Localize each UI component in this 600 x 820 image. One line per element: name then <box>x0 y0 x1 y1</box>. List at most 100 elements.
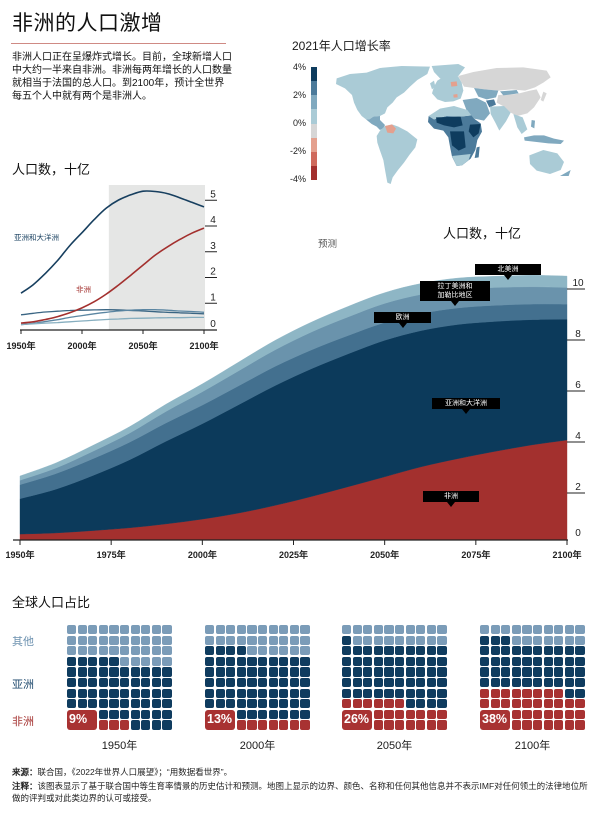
y-tick-label: 10 <box>572 278 584 289</box>
footer: 来源：联合国，《2022年世界人口展望》；“用数据看世界”。 注释：该图表显示了… <box>12 766 588 804</box>
waffle-cell-asia <box>300 688 310 698</box>
map-region-central-america <box>366 116 385 130</box>
waffle-cell-asia <box>342 656 352 666</box>
waffle-cell-asia <box>352 688 362 698</box>
africa-share-label: 9% <box>67 709 98 730</box>
legend-bin <box>311 151 317 166</box>
waffle-cell-asia <box>554 656 564 666</box>
waffle-cell-asia <box>300 699 310 709</box>
waffle-cell-asia <box>130 667 140 677</box>
waffle-cell-other <box>151 646 161 656</box>
waffle-cell-asia <box>564 656 574 666</box>
waffle-cell-asia <box>98 709 108 719</box>
waffle-cell-asia <box>437 656 447 666</box>
waffle-cell-africa <box>109 720 119 730</box>
waffle-cell-asia <box>109 667 119 677</box>
page-title: 非洲的人口激增 <box>12 12 163 35</box>
waffle-cell-asia <box>120 688 130 698</box>
waffle-cell-other <box>437 625 447 635</box>
waffle-cell-asia <box>226 656 236 666</box>
waffle-cell-asia <box>490 678 500 688</box>
waffle-cell-other <box>151 656 161 666</box>
waffle-cell-africa <box>236 720 246 730</box>
y-tick-label: 8 <box>575 329 581 340</box>
waffle-cell-asia <box>226 678 236 688</box>
map-region-north-africa <box>428 106 472 120</box>
waffle-cell-asia <box>141 709 151 719</box>
waffle-cell-asia <box>205 646 215 656</box>
waffle-cell-asia <box>480 678 490 688</box>
map-region-maritime-southeast-asia <box>524 135 564 144</box>
waffle-cell-asia <box>247 709 257 719</box>
waffle-cell-other <box>554 625 564 635</box>
waffle-cell-asia <box>247 699 257 709</box>
waffle-cell-asia <box>279 678 289 688</box>
waffle-cell-asia <box>543 667 553 677</box>
waffle-cell-asia <box>373 667 383 677</box>
waffle-cell-asia <box>575 678 585 688</box>
waffle-cell-other <box>554 635 564 645</box>
waffle-cell-asia <box>533 678 543 688</box>
waffle-cell-other <box>67 625 77 635</box>
waffle-cell-other <box>480 625 490 635</box>
waffle-cell-asia <box>363 688 373 698</box>
line-series-拉丁美洲和加勒比地区 <box>20 308 205 326</box>
waffle-cell-asia <box>77 656 87 666</box>
waffle-cell-asia <box>268 709 278 719</box>
waffle-cell-asia <box>151 678 161 688</box>
map-region-north-america <box>336 66 430 120</box>
waffle-cell-asia <box>268 678 278 688</box>
waffle-cell-other <box>268 635 278 645</box>
waffle-cell-africa <box>522 688 532 698</box>
x-tick-label: 2075年 <box>461 549 490 560</box>
waffle-cell-other <box>130 635 140 645</box>
legend-bin <box>311 165 317 180</box>
waffle-cell-asia <box>130 699 140 709</box>
waffle-cell-africa <box>373 699 383 709</box>
waffle-cell-other <box>501 625 511 635</box>
waffle-cell-asia <box>236 656 246 666</box>
waffle-cell-africa <box>490 688 500 698</box>
waffle-cell-asia <box>533 646 543 656</box>
waffle-cell-asia <box>342 688 352 698</box>
waffle-cell-other <box>279 646 289 656</box>
waffle-cell-africa <box>437 720 447 730</box>
waffle-cell-asia <box>437 699 447 709</box>
y-tick-label: 3 <box>210 241 216 252</box>
waffle-cell-asia <box>352 667 362 677</box>
waffle-cell-asia <box>554 667 564 677</box>
waffle-cell-other <box>405 635 415 645</box>
waffle-cell-asia <box>130 709 140 719</box>
waffle-cell-asia <box>120 699 130 709</box>
waffle-cell-asia <box>67 688 77 698</box>
waffle-cell-other <box>205 635 215 645</box>
waffle-cell-asia <box>268 667 278 677</box>
waffle-cell-asia <box>109 656 119 666</box>
waffle-cell-asia <box>98 678 108 688</box>
waffle-cell-asia <box>205 678 215 688</box>
waffle-cell-asia <box>352 646 362 656</box>
waffle-cell-asia <box>522 678 532 688</box>
waffle-cell-other <box>533 635 543 645</box>
y-tick-label: 4 <box>210 215 216 226</box>
waffle-cell-africa <box>384 709 394 719</box>
waffle-cell-other <box>67 635 77 645</box>
waffle-cell-other <box>426 635 436 645</box>
africa-share-label: 38% <box>480 709 511 730</box>
waffle-cell-other <box>120 656 130 666</box>
waffle-cell-other <box>416 635 426 645</box>
main-chart-title: 人口数，十亿 <box>443 226 522 241</box>
waffle-cell-other <box>533 625 543 635</box>
waffle-cell-asia <box>130 720 140 730</box>
waffle-cell-asia <box>543 678 553 688</box>
map-region-venezuela <box>385 124 396 134</box>
waffle-cell-asia <box>564 678 574 688</box>
waffle-cell-asia <box>405 656 415 666</box>
waffle-cell-asia <box>67 656 77 666</box>
waffle-cell-other <box>98 635 108 645</box>
waffle-cell-asia <box>98 667 108 677</box>
waffle-cell-asia <box>215 646 225 656</box>
waffle-cell-asia <box>395 678 405 688</box>
waffle-year-label: 2050年 <box>376 740 413 752</box>
waffle-cell-asia <box>258 709 268 719</box>
